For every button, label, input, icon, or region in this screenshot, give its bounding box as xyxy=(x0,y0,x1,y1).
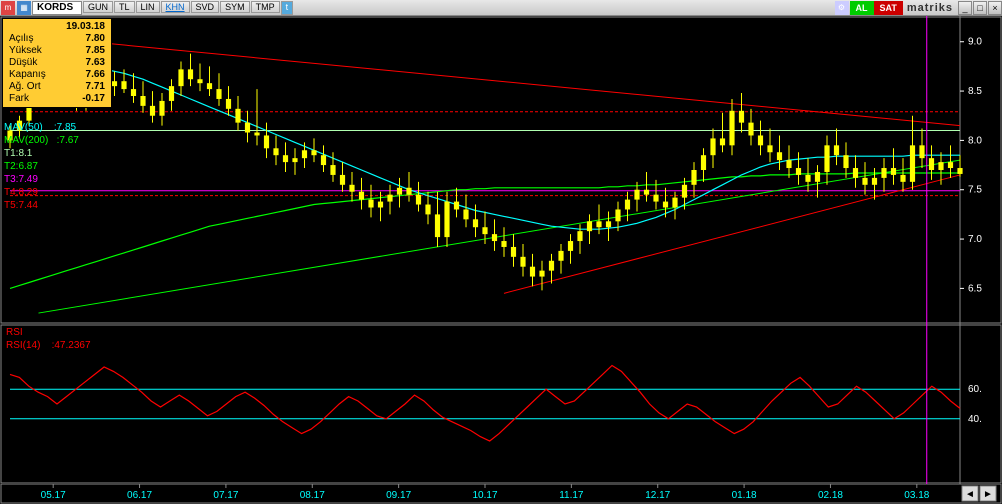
info-date: 19.03.18 xyxy=(9,21,105,33)
svg-text:06.17: 06.17 xyxy=(127,490,152,501)
svg-text:7.5: 7.5 xyxy=(968,185,982,196)
close-button[interactable]: × xyxy=(988,1,1002,15)
svg-text:09.17: 09.17 xyxy=(386,490,411,501)
svg-text:7.0: 7.0 xyxy=(968,234,982,245)
toolbar-btn-tl[interactable]: TL xyxy=(114,1,135,13)
price-chart[interactable]: 6.5 7.0 7.5 8.0 8.5 9.0 xyxy=(0,16,1002,324)
info-row: Ağ. Ort7.71 xyxy=(9,81,105,93)
ohlc-info-box: 19.03.18 Açılış7.80Yüksek7.85Düşük7.63Ka… xyxy=(2,18,112,108)
brand-label: matriks xyxy=(903,2,957,14)
svg-text:6.5: 6.5 xyxy=(968,283,982,294)
mav50-label: MAV(50) :7.85 xyxy=(4,121,79,134)
x-axis: 05.17 06.17 07.17 08.17 09.17 10.17 11.17 12.17… xyxy=(0,484,1002,504)
svg-text:8.5: 8.5 xyxy=(968,86,982,97)
maximize-button[interactable]: □ xyxy=(973,1,987,15)
sell-button[interactable]: SAT xyxy=(874,1,903,15)
svg-text:05.17: 05.17 xyxy=(41,490,66,501)
info-row: Kapanış7.66 xyxy=(9,69,105,81)
chart-area: 6.5 7.0 7.5 8.0 8.5 9.0 60. 40. 05.17 06.17 07.1… xyxy=(0,16,1002,503)
toolbar: m ▦ KORDS GUNTLLINKHNSVDSYMTMP t ⚙ AL SA… xyxy=(0,0,1002,16)
trendline-label: T1:8.1 xyxy=(4,147,79,160)
app-icon-2[interactable]: ▦ xyxy=(17,1,31,15)
rsi-value-label: RSI(14) :47.2367 xyxy=(6,339,91,352)
trendline-label: T3:7.49 xyxy=(4,173,79,186)
tool-icon[interactable]: ⚙ xyxy=(835,1,849,15)
svg-text:11.17: 11.17 xyxy=(559,490,584,501)
toolbar-btn-khn[interactable]: KHN xyxy=(161,1,190,13)
svg-text:01.18: 01.18 xyxy=(732,490,757,501)
info-row: Fark-0.17 xyxy=(9,93,105,105)
trendline-label: T5:7.44 xyxy=(4,199,79,212)
app-icon-1[interactable]: m xyxy=(1,1,15,15)
trendline-label: T2:6.87 xyxy=(4,160,79,173)
rsi-labels: RSI RSI(14) :47.2367 xyxy=(6,326,91,352)
svg-text:►: ► xyxy=(983,489,993,500)
info-row: Yüksek7.85 xyxy=(9,45,105,57)
overlay-labels: MAV(50) :7.85 MAV(200) :7.67 T1:8.1T2:6.… xyxy=(4,121,79,212)
svg-text:02.18: 02.18 xyxy=(818,490,843,501)
toolbar-btn-svd[interactable]: SVD xyxy=(191,1,220,13)
svg-text:8.0: 8.0 xyxy=(968,135,982,146)
toolbar-btn-sym[interactable]: SYM xyxy=(220,1,250,13)
info-row: Açılış7.80 xyxy=(9,33,105,45)
ticker-input[interactable]: KORDS xyxy=(32,1,82,15)
svg-text:07.17: 07.17 xyxy=(213,490,238,501)
info-row: Düşük7.63 xyxy=(9,57,105,69)
svg-text:12.17: 12.17 xyxy=(645,490,670,501)
toolbar-btn-lin[interactable]: LIN xyxy=(136,1,160,13)
svg-text:08.17: 08.17 xyxy=(300,490,325,501)
svg-text:10.17: 10.17 xyxy=(472,490,497,501)
svg-text:◄: ◄ xyxy=(965,489,975,500)
svg-text:40.: 40. xyxy=(968,414,982,425)
rsi-chart[interactable]: 60. 40. xyxy=(0,324,1002,484)
rsi-title: RSI xyxy=(6,326,91,339)
trendline-label: T4:8.29 xyxy=(4,186,79,199)
mav200-label: MAV(200) :7.67 xyxy=(4,134,79,147)
twitter-icon[interactable]: t xyxy=(281,1,294,15)
buy-button[interactable]: AL xyxy=(850,1,874,15)
toolbar-btn-tmp[interactable]: TMP xyxy=(251,1,280,13)
toolbar-btn-gun[interactable]: GUN xyxy=(83,1,113,13)
svg-text:03.18: 03.18 xyxy=(904,490,929,501)
toolbar-right: ⚙ AL SAT matriks _ □ × xyxy=(834,0,1002,15)
svg-text:9.0: 9.0 xyxy=(968,37,982,48)
svg-text:60.: 60. xyxy=(968,384,982,395)
toolbar-left: m ▦ KORDS GUNTLLINKHNSVDSYMTMP t xyxy=(0,0,293,15)
minimize-button[interactable]: _ xyxy=(958,1,972,15)
